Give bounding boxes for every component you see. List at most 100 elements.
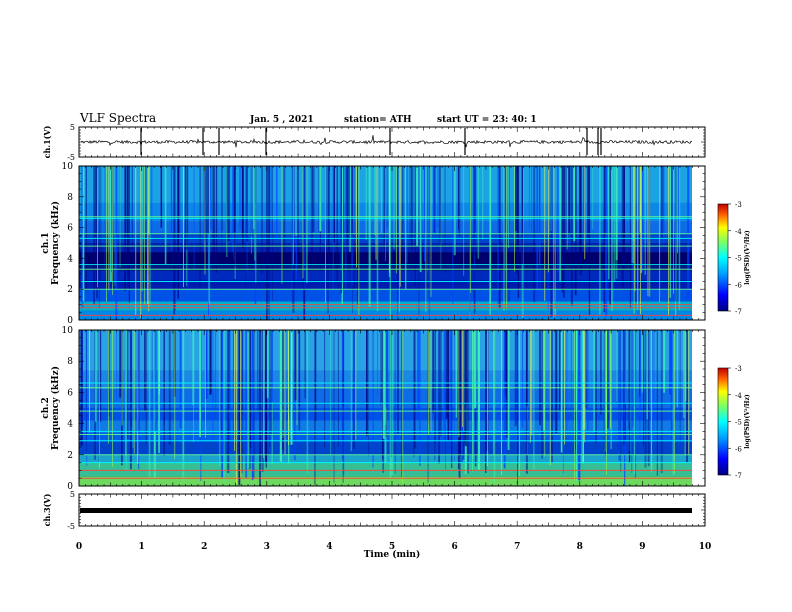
sferic-streak bbox=[521, 166, 523, 264]
sferic-streak bbox=[406, 166, 408, 263]
sferic-streak bbox=[261, 166, 263, 274]
sferic-streak bbox=[332, 166, 334, 295]
ch1-spectrogram-y-label: ch.1 bbox=[41, 232, 51, 253]
sferic-streak bbox=[205, 166, 207, 253]
station-label: station= ATH bbox=[344, 115, 412, 125]
sferic-streak bbox=[578, 330, 581, 481]
sferic-streak bbox=[116, 330, 118, 399]
x-axis-label: Time (min) bbox=[364, 549, 421, 560]
sferic-streak bbox=[608, 166, 610, 280]
sferic-streak bbox=[565, 166, 567, 255]
sferic-streak bbox=[444, 166, 446, 274]
sferic-streak bbox=[588, 166, 591, 316]
freq-band-zone bbox=[79, 289, 692, 302]
sferic-streak bbox=[623, 166, 625, 237]
sferic-streak bbox=[515, 330, 518, 424]
sferic-streak bbox=[621, 166, 624, 288]
sferic-streak bbox=[439, 166, 440, 246]
sferic-streak bbox=[553, 166, 554, 318]
y-tick-label: 8 bbox=[67, 357, 73, 367]
freq-band-zone bbox=[79, 462, 692, 477]
sferic-streak bbox=[99, 330, 102, 422]
axes: 0 1 2 3 4 5 6 7 8 9 10 5 -5 ch.1(V) 5 -5 ch.3(V) 0 2 4 6 8 10 c… bbox=[41, 123, 711, 552]
y-tick-label: -5 bbox=[67, 522, 75, 531]
sferic-streak bbox=[413, 330, 415, 457]
sferic-streak bbox=[570, 330, 572, 417]
x-tick-label: 4 bbox=[326, 542, 332, 552]
sferic-streak bbox=[341, 330, 343, 459]
y-tick-label: -5 bbox=[67, 153, 75, 162]
sferic-streak bbox=[625, 330, 626, 442]
colorbar-ticks: -3 -4 -5 -6 -7 log(PSD)(V²/Hz) -3 -4 -5 -6 -7 log(P… bbox=[728, 201, 751, 480]
sferic-streak bbox=[330, 330, 331, 455]
sferic-streak bbox=[675, 166, 677, 317]
sferic-streak bbox=[670, 330, 673, 452]
sferic-streak bbox=[238, 330, 241, 485]
sferic-streak bbox=[119, 330, 122, 398]
sferic-streak bbox=[525, 330, 528, 474]
freq-band-zone bbox=[79, 279, 692, 290]
sferic-streak bbox=[440, 166, 442, 270]
sferic-streak bbox=[615, 166, 618, 261]
sferic-streak bbox=[254, 166, 256, 261]
sferic-streak bbox=[573, 166, 576, 242]
sferic-streak bbox=[252, 330, 255, 479]
sferic-streak bbox=[242, 330, 244, 448]
sferic-streak bbox=[250, 166, 253, 236]
figure-title: VLF Spectra bbox=[80, 111, 157, 125]
sferic-streak bbox=[205, 330, 208, 398]
sferic-streak bbox=[199, 166, 201, 287]
sferic-streak bbox=[247, 330, 250, 469]
sferic-streak bbox=[515, 166, 517, 231]
ch2-spectrogram-panel bbox=[79, 330, 705, 486]
y-tick-label: 8 bbox=[67, 193, 73, 203]
sferic-streak bbox=[221, 166, 223, 231]
sferic-streak bbox=[219, 330, 221, 467]
sferic-streak bbox=[568, 166, 571, 235]
sferic-streak bbox=[472, 330, 474, 472]
sferic-streak bbox=[458, 166, 461, 237]
sferic-streak bbox=[349, 166, 351, 252]
sferic-streak bbox=[641, 330, 644, 393]
y-tick-label: 0 bbox=[67, 316, 73, 326]
ch3-waveform-panel bbox=[80, 508, 692, 513]
sferic-streak bbox=[85, 166, 87, 291]
sferic-streak bbox=[291, 166, 294, 304]
sferic-streak bbox=[633, 330, 636, 475]
sferic-streak bbox=[93, 166, 95, 305]
sferic-streak bbox=[348, 166, 350, 239]
ch2-spectrogram-y-label: Frequency (kHz) bbox=[50, 366, 61, 450]
sferic-streak bbox=[464, 330, 466, 443]
sferic-streak bbox=[559, 166, 562, 281]
sferic-streak bbox=[193, 166, 195, 270]
sferic-streak bbox=[683, 330, 685, 419]
sferic-streak bbox=[158, 330, 160, 395]
sferic-streak bbox=[619, 330, 621, 441]
colorbar-tick-label: -7 bbox=[735, 472, 742, 480]
sferic-streak bbox=[228, 330, 231, 449]
sferic-streak bbox=[391, 330, 394, 475]
sferic-streak bbox=[239, 166, 242, 231]
sferic-streak bbox=[486, 330, 489, 451]
sferic-streak bbox=[475, 166, 477, 232]
sferic-streak bbox=[125, 330, 127, 470]
sferic-streak bbox=[455, 330, 458, 418]
sferic-streak bbox=[443, 330, 446, 456]
sferic-streak bbox=[94, 330, 97, 422]
y-tick-label: 5 bbox=[70, 490, 75, 499]
sferic-streak bbox=[297, 166, 299, 252]
sferic-streak bbox=[297, 166, 299, 240]
sferic-streak bbox=[368, 166, 371, 307]
colorbar-tick-label: -4 bbox=[735, 228, 742, 236]
sferic-streak bbox=[542, 330, 546, 431]
sferic-streak bbox=[428, 166, 430, 318]
sferic-streak bbox=[604, 330, 606, 452]
x-tick-label: 1 bbox=[138, 542, 144, 552]
sferic-streak bbox=[427, 330, 429, 483]
sferic-streak bbox=[342, 330, 344, 483]
sferic-streak bbox=[599, 166, 601, 315]
ch3-y-label: ch.3(V) bbox=[42, 493, 52, 526]
sferic-streak bbox=[574, 166, 577, 296]
sferic-streak bbox=[304, 330, 306, 399]
sferic-streak bbox=[650, 330, 653, 473]
